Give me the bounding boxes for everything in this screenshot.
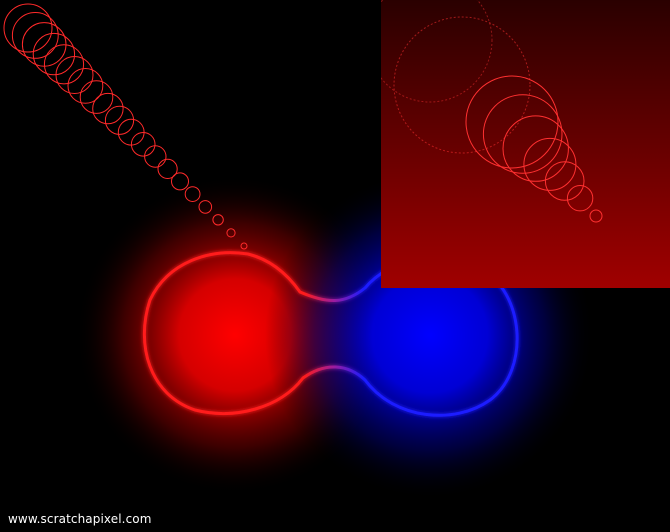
march-step-circle [67,68,104,104]
march-step-circle [482,94,563,174]
watermark: www.scratchapixel.com [8,512,152,526]
march-step-circle [117,118,145,146]
march-step-circle [465,75,559,169]
march-step-circle [502,115,569,182]
march-step-circle [144,145,167,168]
march-step-circle [523,137,577,191]
march-step-circle [104,105,135,135]
march-step-circle [3,3,53,53]
march-step-circle [184,186,201,203]
march-step-circle [21,22,67,67]
march-step-circle [92,92,124,125]
march-step-circle [198,200,213,214]
march-step-circle [240,242,248,250]
march-step-circle [589,209,603,223]
ray-march-circles [3,3,248,250]
march-step-circle [11,12,59,59]
march-step-circle [43,44,85,85]
march-step-circle [381,0,493,103]
inset-march-circles [381,0,603,223]
march-step-circle [55,56,94,94]
march-step-circle [393,16,531,154]
march-step-circle [566,185,594,212]
march-step-circle [226,228,236,238]
march-step-circle [212,214,224,226]
march-step-circle [157,158,178,179]
march-step-circle [544,161,585,201]
march-step-circle [130,132,156,157]
zoom-inset-background [381,0,670,288]
march-step-circle [79,80,114,114]
march-step-circle [32,32,76,76]
zoom-inset [381,0,670,288]
march-step-circle [171,172,189,191]
